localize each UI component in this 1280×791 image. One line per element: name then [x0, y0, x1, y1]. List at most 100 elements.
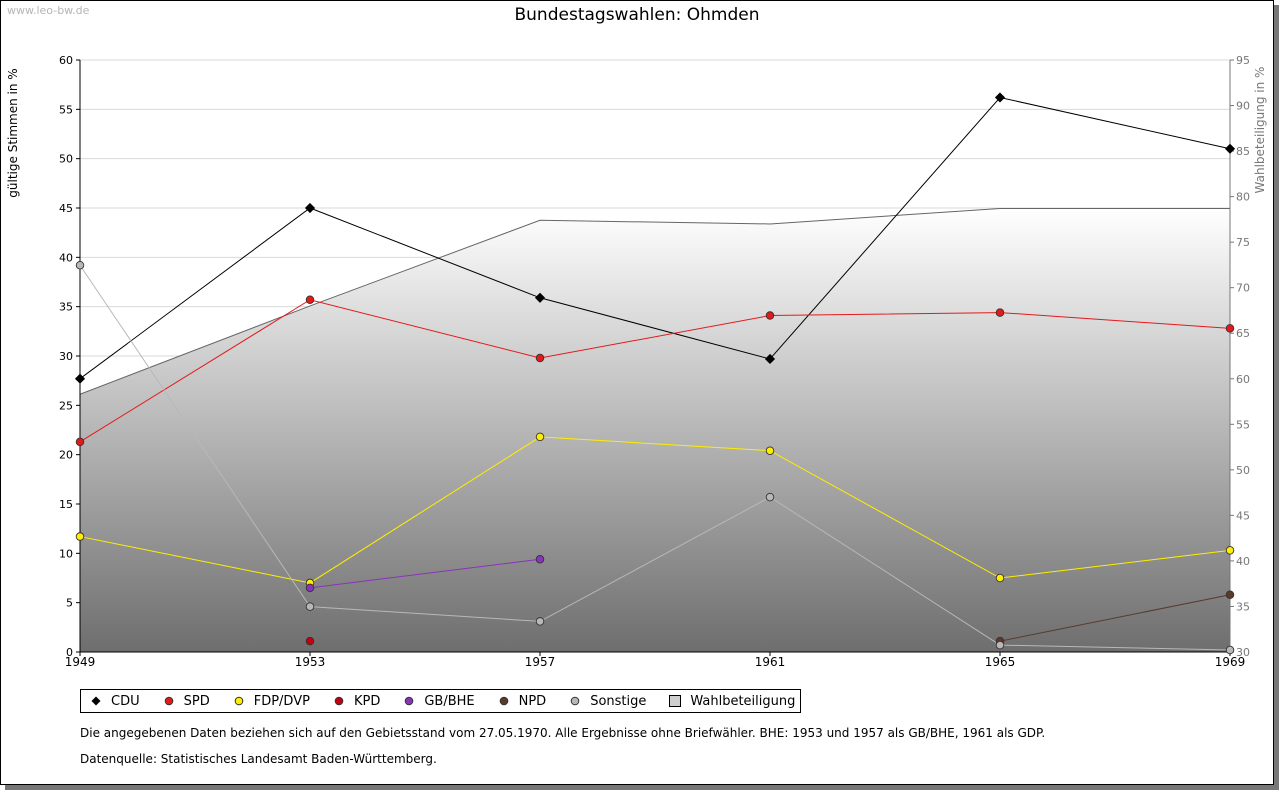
- point-fdp-dvp: [1225, 546, 1235, 555]
- turnout-area: [80, 208, 1230, 652]
- y-tick-label-right: 65: [1236, 327, 1250, 340]
- x-tick-label: 1965: [985, 655, 1016, 669]
- y-tick-label-right: 80: [1236, 191, 1250, 204]
- y-tick-label-left: 25: [59, 399, 73, 412]
- legend: CDU SPD FDP/DVP KPD GB/BHE NPD Sonstige Wahlbet…: [80, 689, 802, 713]
- point-sonstige: [1225, 645, 1235, 655]
- legend-item-cdu: CDU: [85, 694, 140, 709]
- point-kpd: [305, 636, 315, 646]
- legend-marker-wahlbeteiligung: [669, 695, 682, 707]
- y-tick-label-right: 55: [1236, 418, 1250, 431]
- y-tick-label-left: 30: [59, 350, 73, 363]
- y-tick-label-right: 50: [1236, 464, 1250, 477]
- legend-label: Sonstige: [590, 693, 647, 709]
- y-tick-label-left: 55: [59, 103, 73, 116]
- point-gb-bhe: [535, 555, 545, 564]
- point-spd: [75, 437, 85, 447]
- legend-item-gb-bhe: GB/BHE: [398, 693, 475, 709]
- series-line-spd: [79, 299, 1231, 443]
- point-cdu: [764, 353, 776, 365]
- y-tick-label-left: 10: [59, 547, 73, 560]
- y-tick-label-left: 40: [59, 251, 73, 264]
- y-tick-label-right: 45: [1236, 509, 1250, 522]
- point-fdp-dvp: [995, 573, 1005, 583]
- legend-label: KPD: [353, 693, 381, 709]
- point-spd: [1225, 324, 1235, 333]
- point-sonstige: [535, 617, 545, 626]
- point-fdp-dvp: [535, 432, 545, 442]
- x-tick-label: 1957: [525, 655, 556, 669]
- legend-item-sonstige: Sonstige: [564, 694, 646, 709]
- y-axis-title-left: gültige Stimmen in %: [6, 68, 20, 197]
- legend-label: GB/BHE: [424, 693, 475, 709]
- y-tick-label-left: 35: [59, 301, 73, 314]
- point-spd: [995, 308, 1005, 317]
- y-tick-label-right: 70: [1236, 282, 1250, 295]
- chart-title: Bundestagswahlen: Ohmden: [515, 5, 760, 25]
- y-tick-label-left: 45: [59, 202, 73, 215]
- series-line-gb-bhe: [309, 558, 541, 589]
- point-cdu: [1224, 143, 1236, 154]
- point-spd: [535, 353, 545, 363]
- point-npd: [1225, 590, 1235, 600]
- point-cdu: [534, 292, 546, 303]
- y-tick-label-right: 30: [1236, 646, 1250, 659]
- y-tick-label-left: 0: [66, 646, 73, 659]
- point-sonstige: [995, 640, 1005, 650]
- legend-marker-gb-bhe: [405, 696, 414, 706]
- y-tick-label-right: 40: [1236, 555, 1250, 568]
- x-tick-label: 1949: [65, 655, 96, 669]
- point-fdp-dvp: [765, 446, 775, 455]
- note-text: Die angegebenen Daten beziehen sich auf …: [80, 726, 1046, 740]
- legend-item-kpd: KPD: [328, 694, 380, 709]
- legend-label: SPD: [183, 693, 210, 709]
- legend-label: NPD: [518, 693, 547, 709]
- y-tick-label-left: 15: [59, 498, 73, 511]
- y-tick-label-left: 60: [59, 54, 73, 67]
- x-tick-label: 1953: [295, 655, 326, 669]
- point-cdu: [994, 92, 1006, 103]
- series-line-npd: [999, 594, 1231, 642]
- point-spd: [765, 311, 775, 320]
- y-tick-label-left: 20: [59, 449, 73, 462]
- y-tick-label-right: 60: [1236, 373, 1250, 386]
- source-text: Datenquelle: Statistisches Landesamt Bad…: [80, 752, 437, 766]
- legend-marker-npd: [499, 696, 508, 706]
- legend-item-npd: NPD: [493, 693, 547, 709]
- point-cdu: [74, 373, 86, 384]
- legend-marker-kpd: [334, 696, 344, 706]
- point-fdp-dvp: [75, 532, 85, 541]
- turnout-line: [79, 207, 1230, 395]
- series-line-cdu: [79, 96, 1231, 380]
- legend-item-fdp-dvp: FDP/DVP: [228, 694, 310, 709]
- legend-label: FDP/DVP: [253, 693, 310, 709]
- point-spd: [305, 295, 315, 305]
- legend-item-spd: SPD: [158, 694, 210, 709]
- point-sonstige: [305, 602, 315, 611]
- legend-marker-sonstige: [570, 696, 580, 706]
- legend-item-wahlbeteiligung: Wahlbeteiligung: [664, 694, 795, 709]
- series-line-sonstige: [79, 264, 1231, 651]
- watermark: www.leo-bw.de: [7, 4, 90, 17]
- y-tick-label-left: 5: [66, 597, 73, 610]
- legend-marker-fdp-dvp: [234, 696, 244, 706]
- y-tick-label-right: 85: [1236, 145, 1250, 158]
- y-axis-title-right: Wahlbeteiligung in %: [1253, 67, 1267, 194]
- legend-marker-cdu: [91, 696, 101, 706]
- y-tick-label-right: 75: [1236, 236, 1250, 249]
- y-tick-label-right: 35: [1236, 600, 1250, 613]
- point-cdu: [304, 202, 316, 214]
- point-sonstige: [765, 492, 775, 502]
- y-tick-label-right: 90: [1236, 100, 1250, 113]
- legend-label: Wahlbeteiligung: [690, 693, 796, 709]
- point-gb-bhe: [305, 583, 315, 593]
- y-tick-label-left: 50: [59, 153, 73, 166]
- y-tick-label-right: 95: [1236, 54, 1250, 67]
- x-tick-label: 1961: [755, 655, 786, 669]
- series-line-fdp-dvp: [79, 436, 1231, 584]
- point-sonstige: [75, 260, 85, 270]
- legend-marker-spd: [164, 696, 173, 706]
- x-tick-label: 1969: [1215, 655, 1246, 669]
- legend-label: CDU: [111, 693, 140, 709]
